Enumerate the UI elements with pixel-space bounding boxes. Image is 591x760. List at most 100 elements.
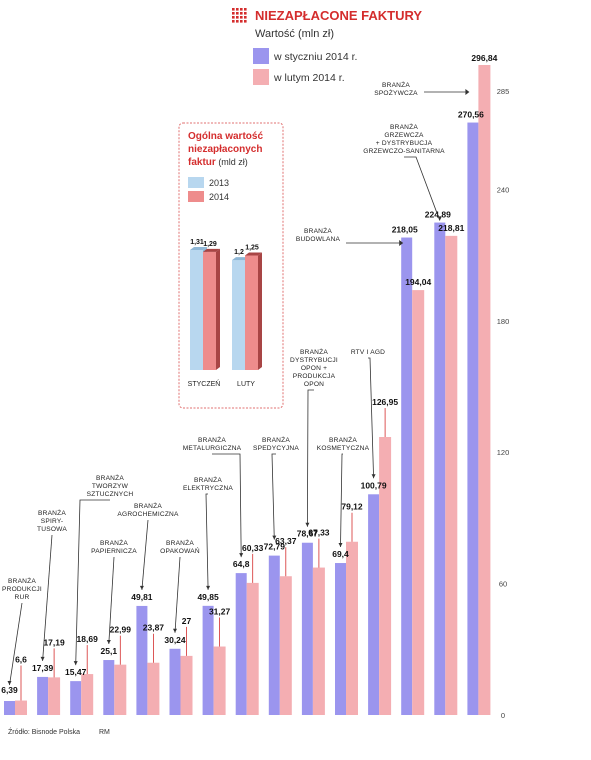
- category-label: BRANŻA SPOŻYWCZA: [374, 80, 418, 97]
- legend-swatch-february: [253, 69, 269, 85]
- category-label: BRANŻA SPIRY-TUSOWA: [37, 508, 67, 533]
- value-label-february: 17,19: [43, 637, 65, 647]
- inset-bar-top: [203, 248, 220, 252]
- value-label-february: 27: [182, 616, 192, 626]
- value-label-january: 218,05: [392, 225, 418, 235]
- value-label-february: 67,33: [308, 528, 330, 538]
- inset-category-label: LUTY: [237, 381, 255, 388]
- title-icon-dot: [232, 20, 235, 23]
- value-label-january: 17,39: [32, 663, 54, 673]
- inset-bar-top: [232, 257, 249, 261]
- title-icon-dot: [240, 20, 243, 23]
- inset-title-line2: niezapłaconych: [188, 144, 262, 155]
- inset-category-label: STYCZEŃ: [188, 379, 221, 388]
- legend-label-february: w lutym 2014 r.: [273, 72, 345, 84]
- author-credit: RM: [99, 729, 110, 736]
- value-label-january: 69,4: [332, 549, 349, 559]
- value-label-february: 18,69: [77, 634, 99, 644]
- category-leader: [306, 389, 314, 527]
- bar-february: [81, 674, 94, 715]
- category-label: BRANŻA METALURGICZNA: [183, 435, 242, 452]
- category-arrow: [40, 656, 45, 661]
- value-label-january: 15,47: [65, 667, 87, 677]
- bar-january: [335, 563, 346, 715]
- value-label-february: 296,84: [471, 53, 497, 63]
- bar-february: [412, 290, 425, 715]
- category-label: BRANŻA SPEDYCYJNA: [253, 435, 299, 452]
- value-label-february: 23,87: [143, 623, 165, 633]
- bar-february: [246, 582, 259, 715]
- category-arrow: [106, 640, 111, 645]
- inset-chart: Ogólna wartość niezapłaconych faktur (ml…: [178, 122, 284, 409]
- title-icon-dot: [244, 16, 247, 19]
- inset-bar-side: [216, 248, 220, 370]
- value-label-january: 30,24: [164, 635, 186, 645]
- category-leader: [368, 357, 374, 479]
- category-label: BRANŻA GRZEWCZA + DYSTRYBUCJA GRZEWCZO-SANI…: [363, 122, 445, 155]
- title-icon-dot: [232, 12, 235, 15]
- bar-january: [368, 494, 380, 715]
- inset-title-line1: Ogólna wartość: [188, 131, 263, 142]
- y-tick-label: 0: [501, 711, 505, 720]
- category-arrow: [239, 553, 244, 558]
- bar-january: [268, 555, 280, 715]
- category-arrow: [305, 522, 310, 527]
- value-label-january: 270,56: [458, 110, 484, 120]
- title-icon-dot: [232, 16, 235, 19]
- inset-legend-label-2013: 2013: [209, 178, 229, 188]
- title-icon-dot: [236, 12, 239, 15]
- category-leader: [340, 453, 343, 548]
- category-arrow: [437, 216, 442, 221]
- category-arrow: [338, 543, 343, 548]
- bar-january: [301, 542, 313, 715]
- category-label: BRANŻA AGROCHEMICZNA: [117, 501, 179, 518]
- value-label-january: 49,81: [131, 592, 153, 602]
- source-note: Źródło: Bisnode Polska: [8, 727, 80, 736]
- category-label: BRANŻA DYSTRYBUCJI OPON + PRODUKCJA OPON: [290, 347, 338, 388]
- category-arrow: [73, 661, 78, 666]
- title-icon-dot: [244, 12, 247, 15]
- bar-january: [467, 122, 479, 716]
- inset-bar-top: [190, 247, 207, 250]
- bar-january: [202, 605, 214, 715]
- category-labels: BRANŻA PRODUKCJI RUR BRANŻA SPIRY-TUSOWA BRAN…: [2, 80, 470, 686]
- category-leader: [205, 493, 209, 590]
- value-label-february: 194,04: [405, 277, 431, 287]
- category-arrow: [139, 585, 144, 590]
- category-leader: [404, 156, 441, 221]
- value-label-february: 63,37: [275, 536, 297, 546]
- title-icon-dot: [240, 8, 243, 11]
- value-label-january: 25,1: [101, 646, 118, 656]
- value-label-january: 6,39: [1, 685, 18, 695]
- category-leader: [212, 453, 242, 558]
- category-leader: [141, 519, 149, 590]
- inset-legend-swatch-2014: [188, 191, 204, 202]
- bar-february: [279, 576, 292, 715]
- bar-february: [445, 235, 458, 715]
- category-leader: [271, 453, 276, 540]
- category-leader: [9, 602, 23, 686]
- bar-january: [235, 573, 247, 715]
- inset-value-label: 1,2: [234, 249, 244, 256]
- category-arrow: [465, 89, 470, 95]
- bar-january: [169, 648, 181, 715]
- title-icon-dot: [236, 8, 239, 11]
- inset-bar-side: [258, 252, 262, 370]
- inset-bar-top: [245, 252, 262, 256]
- category-label: BRANŻA BUDOWLANA: [296, 226, 341, 243]
- title-icon-dot: [240, 12, 243, 15]
- header: NIEZAPŁACONE FAKTURY Wartość (mln zł) w …: [232, 8, 422, 85]
- inset-bars: 1,31 1,29 STYCZEŃ 1,21,25 LUTY: [188, 239, 262, 388]
- y-tick-label: 240: [497, 185, 510, 194]
- category-label: BRANŻA OPAKOWAŃ: [160, 538, 200, 555]
- category-leader: [174, 556, 181, 633]
- bar-february: [114, 664, 127, 715]
- category-arrow: [399, 240, 404, 246]
- inset-legend-swatch-2013: [188, 177, 204, 188]
- inset-value-label: 1,29: [203, 241, 217, 248]
- inset-legend-label-2014: 2014: [209, 192, 229, 202]
- title-icon-dot: [244, 20, 247, 23]
- category-arrow: [206, 585, 211, 590]
